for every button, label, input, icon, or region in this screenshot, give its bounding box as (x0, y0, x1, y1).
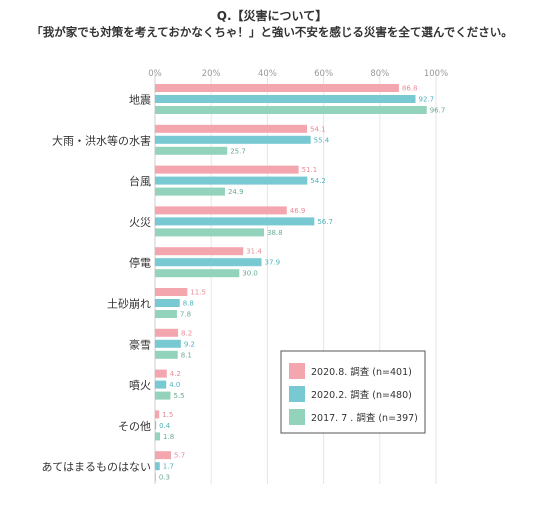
data-label: 56.7 (317, 218, 333, 226)
bar (155, 462, 160, 471)
bar (155, 95, 416, 103)
data-label: 86.8 (402, 85, 418, 93)
bar (155, 187, 225, 196)
category-label: 噴火 (129, 379, 151, 392)
bar (155, 380, 167, 389)
category-label: あてはまるものはない (41, 461, 151, 474)
data-label: 25.7 (230, 147, 246, 155)
bar (155, 247, 244, 256)
data-label: 1.7 (163, 463, 174, 471)
x-tick-label: 40% (258, 69, 277, 79)
data-label: 0.3 (159, 474, 170, 482)
data-label: 4.2 (170, 370, 181, 378)
bar (155, 165, 299, 174)
data-label: 5.7 (174, 452, 185, 460)
data-label: 37.9 (264, 259, 280, 267)
data-label: 9.2 (184, 340, 195, 348)
bar (155, 410, 160, 419)
category-label: 豪雪 (129, 337, 151, 351)
data-label: 8.2 (181, 329, 192, 337)
bar (155, 391, 171, 400)
bar (155, 328, 179, 337)
legend-swatch (289, 363, 305, 379)
category-label: 地震 (129, 94, 151, 107)
bar (155, 451, 172, 460)
data-label: 51.1 (302, 166, 318, 174)
legend-swatch (289, 409, 305, 425)
data-label: 38.8 (267, 229, 283, 237)
legend-label: 2020.2. 調査 (n=480) (311, 389, 412, 401)
data-label: 96.7 (430, 107, 446, 115)
legend-label: 2017. 7 . 調査 (n=397) (311, 412, 418, 424)
data-label: 1.5 (162, 411, 173, 419)
data-label: 8.1 (181, 351, 192, 359)
data-label: 7.8 (180, 311, 191, 319)
data-label: 4.0 (169, 381, 180, 389)
data-label: 55.4 (314, 136, 330, 144)
category-label: その他 (118, 420, 151, 433)
bar (155, 176, 308, 185)
data-label: 0.4 (159, 422, 171, 430)
data-label: 8.8 (183, 300, 194, 308)
bar (155, 269, 240, 278)
data-label: 92.7 (418, 96, 434, 104)
bar (155, 299, 180, 307)
bar (155, 84, 399, 92)
category-label: 台風 (129, 174, 151, 188)
x-tick-label: 100% (424, 69, 448, 79)
chart-title: Q.【災害について】 (216, 9, 328, 23)
category-label: 土砂崩れ (107, 297, 151, 311)
data-label: 30.0 (242, 270, 258, 278)
bar (155, 146, 228, 155)
category-label: 停電 (129, 256, 151, 270)
data-label: 11.5 (190, 289, 206, 297)
bar (155, 106, 427, 114)
data-label: 5.5 (173, 392, 184, 400)
data-label: 54.1 (310, 125, 326, 133)
bar (155, 206, 287, 215)
chart-subtitle: 「我が家でも対策を考えておかなくちゃ！」と強い不安を感じる災害を全て選んでくださ… (31, 25, 513, 39)
bar (155, 217, 315, 226)
bar (155, 421, 157, 430)
data-label: 54.2 (310, 177, 326, 185)
bar (155, 350, 178, 359)
data-label: 24.9 (228, 188, 244, 196)
bar (155, 288, 188, 296)
category-label: 火災 (129, 216, 151, 229)
bar (155, 473, 156, 482)
bar (155, 339, 181, 348)
legend-label: 2020.8. 調査 (n=401) (311, 366, 412, 378)
data-label: 46.9 (290, 207, 306, 215)
bar (155, 228, 265, 237)
data-label: 31.4 (246, 248, 262, 256)
category-label: 大雨・洪水等の水害 (52, 133, 151, 147)
bar (155, 258, 262, 267)
bar (155, 310, 177, 318)
legend-swatch (289, 386, 305, 402)
bar (155, 124, 308, 133)
data-label: 1.8 (163, 433, 174, 441)
x-tick-label: 20% (202, 69, 221, 79)
x-tick-label: 60% (314, 69, 333, 79)
bar (155, 432, 161, 441)
bar (155, 135, 311, 144)
x-tick-label: 80% (370, 69, 389, 79)
bar (155, 369, 167, 378)
